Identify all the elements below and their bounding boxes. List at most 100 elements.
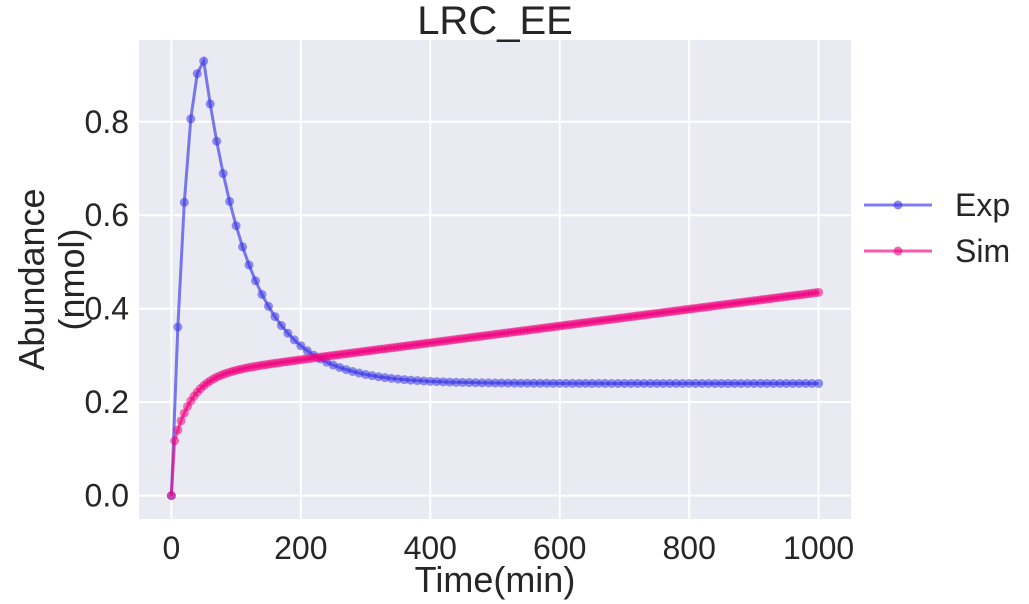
data-point xyxy=(173,425,183,435)
y-axis-label: Abundance(nmol) xyxy=(11,188,92,370)
legend-label: Exp xyxy=(955,187,1010,223)
data-point xyxy=(458,377,468,387)
y-tick-label: 0.4 xyxy=(85,291,129,327)
data-point xyxy=(490,378,500,388)
data-point xyxy=(503,378,513,388)
data-point xyxy=(710,378,720,388)
legend-label: Sim xyxy=(955,233,1010,269)
data-point xyxy=(639,378,649,388)
data-point xyxy=(723,378,733,388)
data-point xyxy=(270,312,280,322)
x-tick-label: 800 xyxy=(662,530,715,566)
data-point xyxy=(225,196,235,206)
chart-title: LRC_EE xyxy=(417,0,573,43)
data-point xyxy=(244,260,254,270)
series-layer xyxy=(166,56,824,501)
data-point xyxy=(170,436,180,446)
data-point xyxy=(749,378,759,388)
data-point xyxy=(192,69,202,79)
data-point xyxy=(399,375,409,385)
data-point xyxy=(302,346,312,356)
x-tick-label: 600 xyxy=(533,530,586,566)
data-point xyxy=(509,378,519,388)
data-point xyxy=(762,378,772,388)
data-point xyxy=(263,301,273,311)
data-point xyxy=(548,378,558,388)
data-point xyxy=(775,378,785,388)
data-point xyxy=(251,276,261,286)
data-point xyxy=(742,378,752,388)
data-point xyxy=(794,378,804,388)
data-point xyxy=(432,377,442,387)
x-tick-labels: 0 200 400 600 800 1000 xyxy=(162,530,854,566)
data-point xyxy=(665,378,675,388)
data-point xyxy=(231,221,241,231)
legend-item: Exp xyxy=(864,187,1010,223)
data-point xyxy=(574,378,584,388)
y-tick-label: 0.8 xyxy=(85,104,129,140)
data-point xyxy=(581,378,591,388)
plot-background xyxy=(139,40,851,519)
data-point xyxy=(645,378,655,388)
x-tick-label: 0 xyxy=(162,530,180,566)
data-point xyxy=(678,378,688,388)
data-point xyxy=(691,378,701,388)
data-point xyxy=(238,242,248,252)
data-point xyxy=(276,321,286,331)
data-point xyxy=(788,378,798,388)
data-point xyxy=(296,341,306,351)
data-point xyxy=(594,378,604,388)
y-tick-label: 0.0 xyxy=(85,478,129,514)
data-point xyxy=(561,378,571,388)
data-point xyxy=(542,378,552,388)
data-point xyxy=(289,335,299,345)
data-point xyxy=(626,378,636,388)
data-point xyxy=(212,136,222,146)
data-point xyxy=(496,378,506,388)
data-point xyxy=(755,378,765,388)
data-point xyxy=(283,328,293,338)
legend-swatch-marker xyxy=(893,200,903,210)
x-axis-label: Time(min) xyxy=(415,559,576,600)
data-point xyxy=(438,377,448,387)
data-point xyxy=(406,375,416,385)
data-point xyxy=(186,114,196,124)
y-tick-labels: 0.0 0.2 0.4 0.6 0.8 xyxy=(85,104,129,514)
data-point xyxy=(814,287,824,297)
data-point xyxy=(801,378,811,388)
x-tick-label: 1000 xyxy=(783,530,854,566)
data-point xyxy=(697,378,707,388)
data-point xyxy=(684,378,694,388)
data-point xyxy=(613,378,623,388)
y-tick-label: 0.6 xyxy=(85,197,129,233)
data-point xyxy=(555,378,565,388)
legend-item: Sim xyxy=(864,233,1010,269)
series-sim xyxy=(166,287,824,501)
data-point xyxy=(807,378,817,388)
data-point xyxy=(729,378,739,388)
data-point xyxy=(535,378,545,388)
data-point xyxy=(425,376,435,386)
data-point xyxy=(166,491,176,501)
data-point xyxy=(568,378,578,388)
legend-swatch-marker xyxy=(893,246,903,256)
data-point xyxy=(477,378,487,388)
data-point xyxy=(652,378,662,388)
data-point xyxy=(386,373,396,383)
data-point xyxy=(445,377,455,387)
data-point xyxy=(516,378,526,388)
data-point xyxy=(658,378,668,388)
data-point xyxy=(176,416,186,426)
data-point xyxy=(704,378,714,388)
data-point xyxy=(419,376,429,386)
legend: Exp Sim xyxy=(864,187,1010,269)
grid-lines xyxy=(139,40,851,519)
data-point xyxy=(600,378,610,388)
data-point xyxy=(464,378,474,388)
data-point xyxy=(632,378,642,388)
data-point xyxy=(529,378,539,388)
data-point xyxy=(607,378,617,388)
y-tick-label: 0.2 xyxy=(85,384,129,420)
data-point xyxy=(257,289,267,299)
data-point xyxy=(768,378,778,388)
